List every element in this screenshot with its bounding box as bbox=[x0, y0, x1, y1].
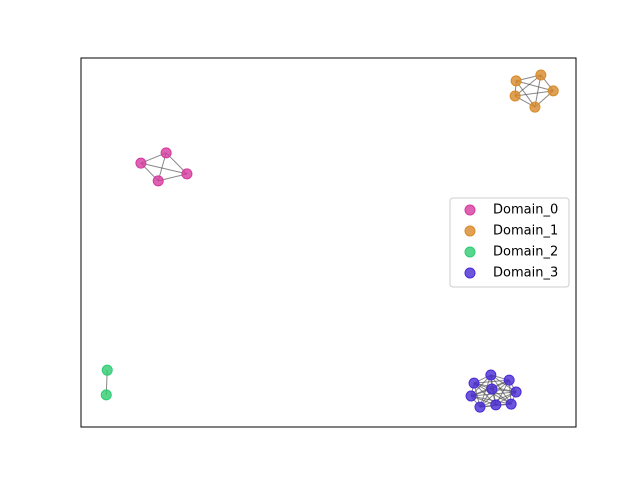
nodes bbox=[100, 69, 559, 413]
node bbox=[485, 369, 497, 381]
node bbox=[490, 399, 502, 411]
node bbox=[465, 390, 477, 402]
node bbox=[474, 401, 486, 413]
node bbox=[181, 168, 193, 180]
legend-box bbox=[449, 197, 570, 288]
edge bbox=[515, 90, 554, 97]
node bbox=[160, 147, 172, 159]
legend-label: Domain_2 bbox=[493, 245, 558, 260]
legend-marker bbox=[464, 267, 476, 279]
node bbox=[468, 377, 480, 389]
node bbox=[505, 398, 517, 410]
node bbox=[101, 364, 113, 376]
legend-label: Domain_1 bbox=[493, 224, 558, 239]
node bbox=[529, 101, 541, 113]
legend-marker bbox=[464, 225, 476, 237]
edge bbox=[514, 74, 542, 97]
legend: Domain_0 Domain_1 Domain_2 Domain_3 bbox=[464, 203, 558, 281]
node bbox=[509, 90, 521, 102]
node bbox=[486, 383, 498, 395]
edge bbox=[515, 80, 554, 92]
edge bbox=[479, 391, 517, 408]
axes-frame bbox=[80, 57, 577, 428]
legend-marker bbox=[464, 204, 476, 216]
edge bbox=[490, 374, 512, 405]
node bbox=[535, 69, 547, 81]
edge bbox=[140, 162, 188, 175]
node bbox=[100, 389, 112, 401]
legend-label: Domain_3 bbox=[493, 266, 558, 281]
node bbox=[547, 85, 559, 97]
node bbox=[503, 374, 515, 386]
legend-marker bbox=[464, 246, 476, 258]
node bbox=[152, 175, 164, 187]
edge bbox=[473, 379, 510, 384]
node bbox=[510, 75, 522, 87]
node bbox=[135, 157, 147, 169]
legend-label: Domain_0 bbox=[493, 203, 558, 218]
node bbox=[510, 386, 522, 398]
